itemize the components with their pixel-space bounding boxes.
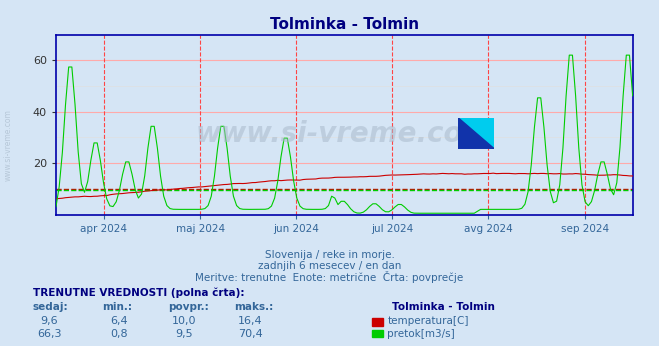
Text: maks.:: maks.:	[234, 302, 273, 312]
Text: 70,4: 70,4	[238, 329, 263, 339]
Text: www.si-vreme.com: www.si-vreme.com	[3, 109, 13, 181]
Text: Meritve: trenutne  Enote: metrične  Črta: povprečje: Meritve: trenutne Enote: metrične Črta: …	[195, 271, 464, 283]
Text: Tolminka - Tolmin: Tolminka - Tolmin	[392, 302, 495, 312]
Text: 9,6: 9,6	[41, 316, 58, 326]
Text: temperatura[C]: temperatura[C]	[387, 316, 469, 326]
Text: 66,3: 66,3	[37, 329, 62, 339]
Text: pretok[m3/s]: pretok[m3/s]	[387, 329, 455, 339]
Text: 10,0: 10,0	[172, 316, 197, 326]
Text: 9,5: 9,5	[176, 329, 193, 339]
Text: sedaj:: sedaj:	[33, 302, 69, 312]
Text: 6,4: 6,4	[110, 316, 127, 326]
Text: TRENUTNE VREDNOSTI (polna črta):: TRENUTNE VREDNOSTI (polna črta):	[33, 287, 244, 298]
Text: zadnjih 6 mesecev / en dan: zadnjih 6 mesecev / en dan	[258, 261, 401, 271]
Polygon shape	[458, 118, 494, 149]
Text: www.si-vreme.com: www.si-vreme.com	[196, 120, 492, 147]
Text: 0,8: 0,8	[110, 329, 127, 339]
Text: 16,4: 16,4	[238, 316, 263, 326]
Text: min.:: min.:	[102, 302, 132, 312]
Text: povpr.:: povpr.:	[168, 302, 209, 312]
Text: Slovenija / reke in morje.: Slovenija / reke in morje.	[264, 250, 395, 260]
Polygon shape	[458, 118, 494, 149]
Title: Tolminka - Tolmin: Tolminka - Tolmin	[270, 17, 419, 32]
